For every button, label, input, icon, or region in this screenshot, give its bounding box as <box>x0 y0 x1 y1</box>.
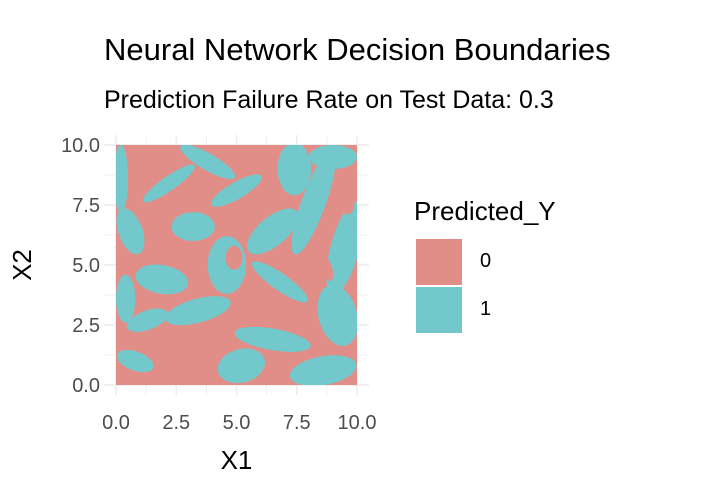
region-class-1 <box>277 145 312 196</box>
region-class-1 <box>126 308 168 332</box>
region-class-1 <box>246 208 299 255</box>
region-class-1 <box>165 296 231 326</box>
y-tick-label: 10.0 <box>61 135 100 157</box>
legend-key-class-1 <box>416 287 462 333</box>
x-tick-label: 5.0 <box>223 412 251 434</box>
region-class-1 <box>289 355 357 385</box>
legend-entry-1: 1 <box>414 287 556 335</box>
region-class-1 <box>291 150 336 255</box>
region-class-1 <box>116 145 129 213</box>
region-class-1 <box>308 145 357 169</box>
region-class-0 <box>245 303 290 327</box>
region-class-1 <box>211 174 262 207</box>
region-class-0 <box>225 245 243 270</box>
region-class-1 <box>326 201 357 295</box>
chart-subtitle: Prediction Failure Rate on Test Data: 0.… <box>104 86 554 114</box>
region-class-0 <box>318 253 334 282</box>
chart-title: Neural Network Decision Boundaries <box>104 32 611 67</box>
region-class-1 <box>116 349 154 373</box>
x-tick-label: 0.0 <box>102 412 130 434</box>
region-class-0 <box>340 190 355 215</box>
x-axis-title: X1 <box>221 445 253 475</box>
y-tick-label: 5.0 <box>72 255 100 277</box>
y-axis-title: X2 <box>7 249 37 281</box>
region-class-1 <box>317 284 357 346</box>
legend-label-class-1: 1 <box>480 298 492 320</box>
x-tick-label: 2.5 <box>162 412 190 434</box>
region-class-1 <box>116 208 145 255</box>
region-class-1 <box>234 326 311 352</box>
region-class-1 <box>116 274 136 323</box>
legend: Predicted_Y 0 1 <box>414 196 556 335</box>
region-class-1 <box>251 261 308 303</box>
legend-label-class-0: 0 <box>480 250 492 272</box>
legend-title: Predicted_Y <box>414 196 556 226</box>
y-tick-label: 7.5 <box>72 195 100 217</box>
x-tick-label: 10.0 <box>338 412 377 434</box>
region-class-1 <box>143 164 196 203</box>
axis-ticks: 0.0 2.5 5.0 7.5 10.0 0.0 2.5 5.0 7.5 10.0 <box>61 135 376 434</box>
region-class-1 <box>135 264 189 295</box>
y-tick-label: 2.5 <box>72 315 100 337</box>
legend-entry-0: 0 <box>414 239 556 287</box>
region-class-1 <box>180 145 236 180</box>
region-class-1 <box>171 212 215 242</box>
legend-key-class-0 <box>416 239 462 285</box>
region-class-0 <box>123 371 148 384</box>
region-class-1 <box>217 348 266 384</box>
prediction-regions <box>116 145 357 385</box>
x-tick-label: 7.5 <box>283 412 311 434</box>
y-tick-label: 0.0 <box>72 375 100 397</box>
